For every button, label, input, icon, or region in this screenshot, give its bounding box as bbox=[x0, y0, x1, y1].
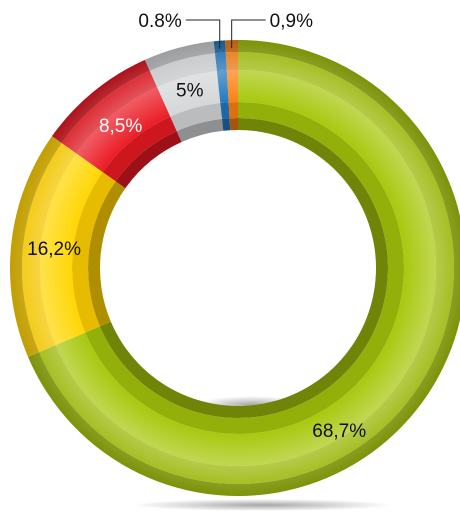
leader-line bbox=[231, 19, 266, 49]
leader-line bbox=[185, 19, 221, 49]
slice-label-16-2: 16,2% bbox=[27, 239, 81, 260]
slice-label-0-9: 0,9% bbox=[270, 11, 313, 32]
slice-label-0-8: 0.8% bbox=[138, 11, 181, 32]
slice-label-68-7: 68,7% bbox=[312, 421, 366, 442]
slice-label-5: 5% bbox=[176, 80, 204, 101]
ring-gloss bbox=[10, 40, 460, 496]
bottom-shadow bbox=[132, 499, 392, 511]
slice-label-8-5: 8,5% bbox=[99, 116, 142, 137]
